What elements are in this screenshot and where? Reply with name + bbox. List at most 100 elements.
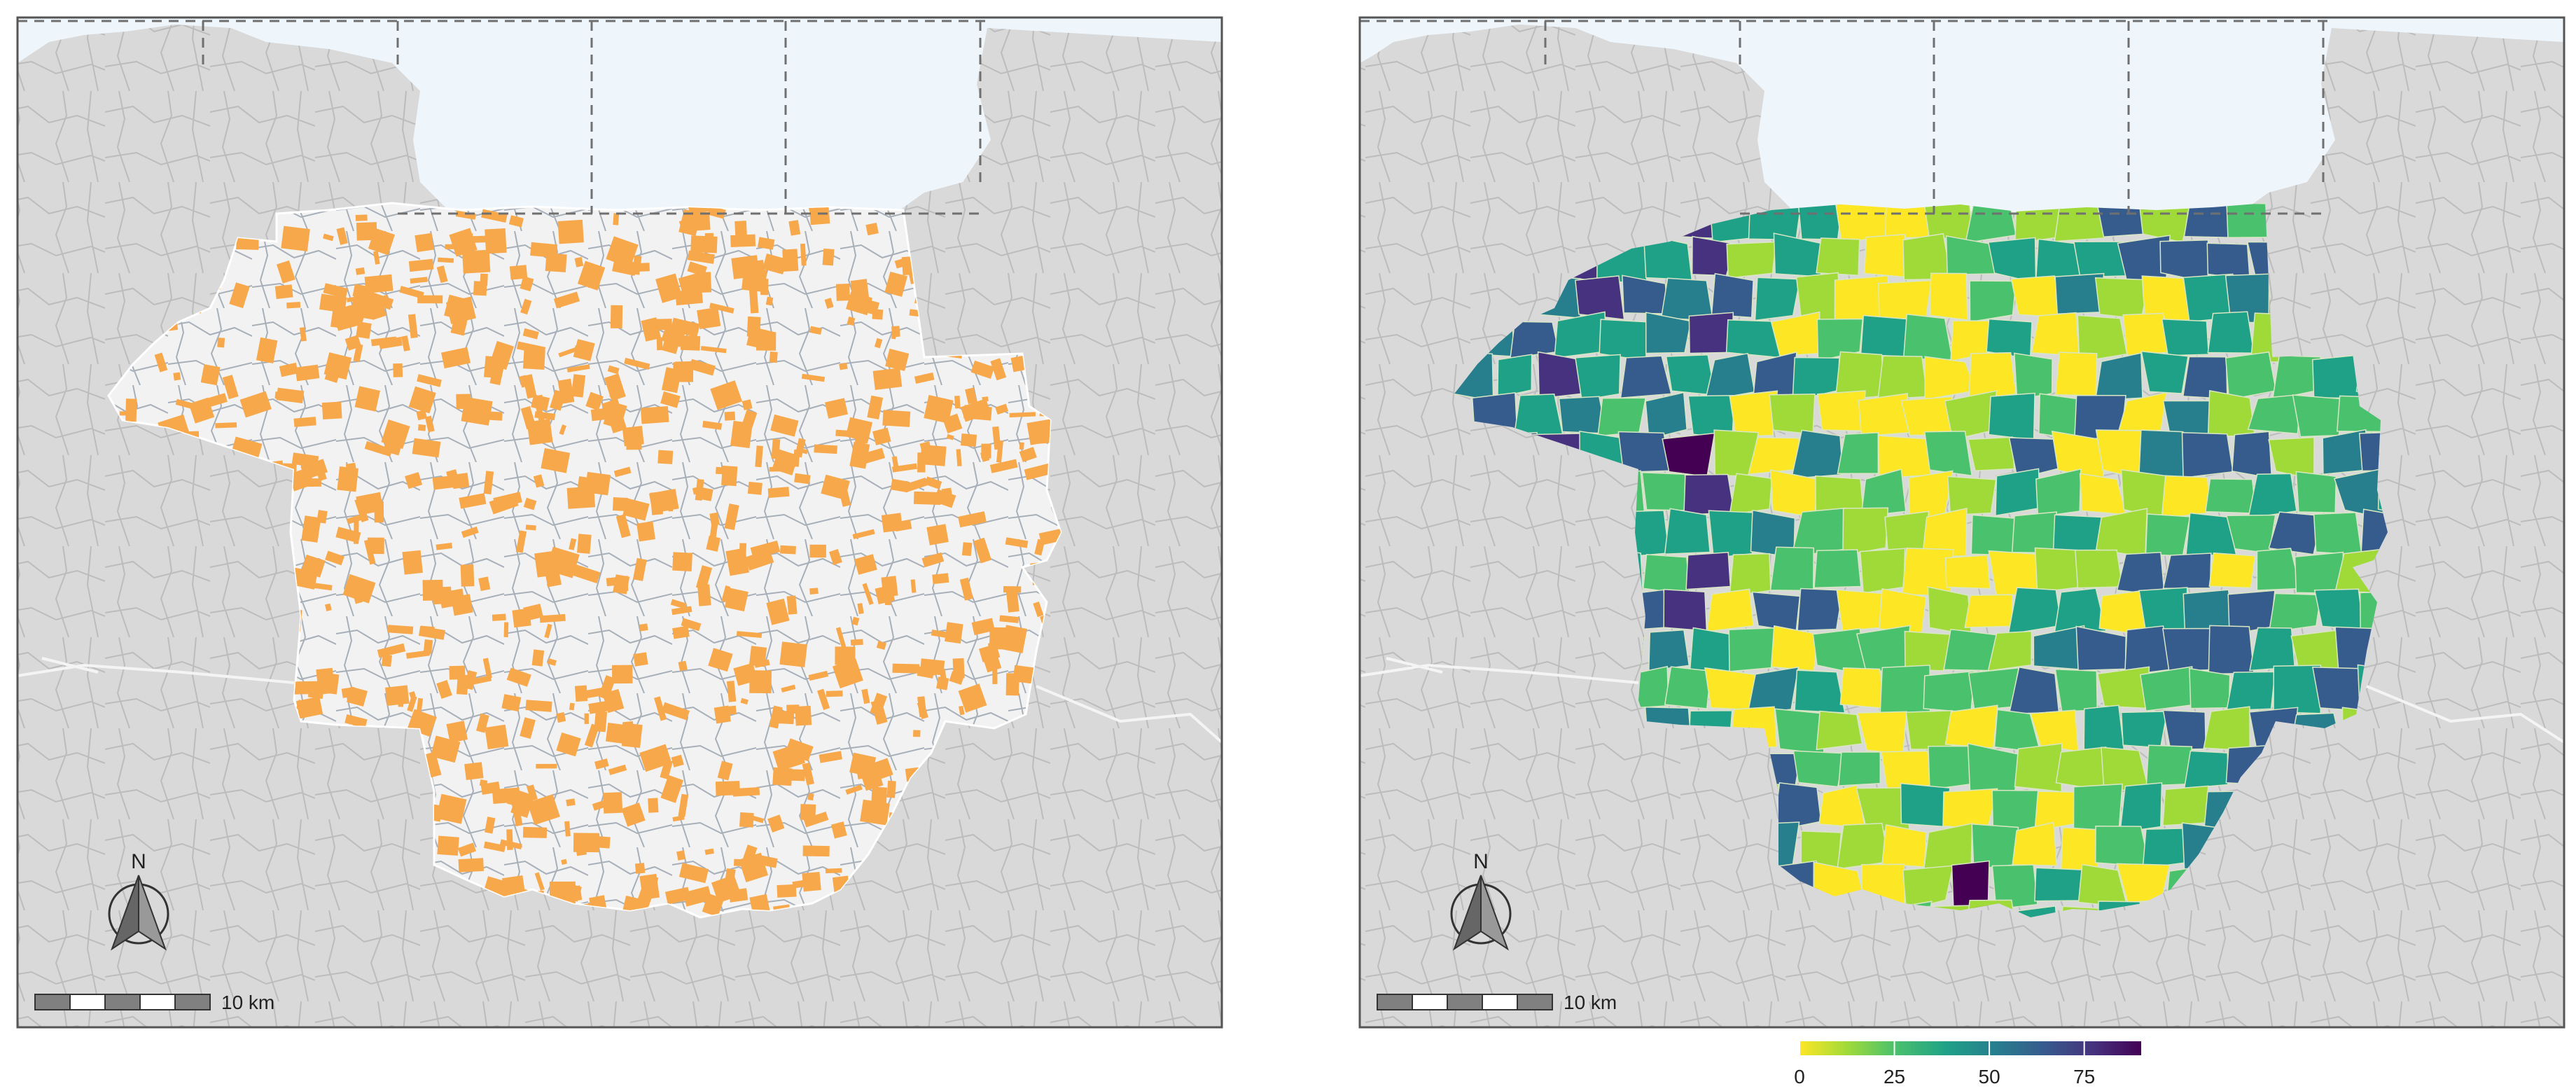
built-up-patch xyxy=(461,526,479,538)
built-up-patch xyxy=(884,599,891,606)
built-up-patch xyxy=(353,343,363,363)
built-up-patch xyxy=(885,348,910,371)
built-up-patch xyxy=(717,760,733,781)
built-up-patch xyxy=(678,793,689,817)
built-up-patch xyxy=(857,603,864,615)
choropleth-cell xyxy=(1856,625,1911,673)
built-up-patch xyxy=(739,543,746,556)
built-up-patch xyxy=(559,424,567,436)
built-up-patch xyxy=(574,685,588,702)
built-up-patch xyxy=(439,588,466,609)
built-up-patch xyxy=(432,475,458,490)
built-up-patch xyxy=(515,530,527,553)
built-up-patch xyxy=(688,217,697,224)
built-up-patch xyxy=(602,688,625,714)
built-up-patch xyxy=(794,473,811,485)
choropleth-cell xyxy=(1988,392,2035,441)
built-up-patch xyxy=(556,732,581,757)
built-up-patch xyxy=(520,298,532,315)
built-up-patch xyxy=(483,471,494,495)
north-arrow: N xyxy=(1450,850,1512,951)
built-up-patch xyxy=(747,481,763,495)
built-up-patch xyxy=(456,674,469,695)
built-up-patch xyxy=(483,841,506,852)
built-up-patch xyxy=(788,220,801,236)
built-up-patch xyxy=(924,395,954,424)
district-boundary xyxy=(1360,657,2564,744)
built-up-patch xyxy=(441,347,471,369)
built-up-patch xyxy=(229,282,250,309)
built-up-patch xyxy=(739,852,769,882)
built-up-patch xyxy=(436,265,448,284)
choropleth-cell xyxy=(1839,667,1886,709)
choropleth-cell xyxy=(1769,394,1816,435)
choropleth-cell xyxy=(2161,319,2210,356)
choropleth-cell xyxy=(1641,471,1692,511)
built-up-patch xyxy=(286,302,301,309)
built-up-patch xyxy=(802,872,821,892)
built-up-patch xyxy=(639,623,648,632)
built-up-patch xyxy=(409,690,416,698)
built-up-patch xyxy=(340,307,365,326)
built-up-patch xyxy=(739,812,754,828)
built-up-patch xyxy=(612,496,628,512)
choropleth-cell xyxy=(2139,666,2193,712)
built-up-patch xyxy=(971,618,995,636)
built-up-patch xyxy=(872,368,903,390)
built-up-patch xyxy=(509,265,528,280)
built-up-patch xyxy=(664,887,691,905)
built-up-patch xyxy=(795,705,812,726)
built-up-patch xyxy=(870,699,888,725)
choropleth-cell xyxy=(2010,275,2062,318)
built-up-patch xyxy=(634,863,646,874)
built-up-patch xyxy=(956,449,962,466)
built-up-patch xyxy=(356,492,384,515)
built-up-patch xyxy=(527,794,560,826)
built-up-patch xyxy=(683,886,712,907)
choropleth-cell xyxy=(1664,508,1711,555)
built-up-patch xyxy=(695,565,713,590)
built-up-patch xyxy=(378,337,403,349)
built-up-patch xyxy=(481,209,508,223)
built-up-patch xyxy=(301,515,321,543)
built-up-patch xyxy=(606,577,619,587)
built-up-patch xyxy=(671,754,684,767)
built-up-patch xyxy=(772,743,806,772)
built-up-patch xyxy=(913,730,921,737)
built-up-patch xyxy=(405,472,423,489)
built-up-patch xyxy=(809,588,819,595)
built-up-patch xyxy=(424,415,435,433)
built-up-patch xyxy=(512,608,531,628)
built-up-patch xyxy=(959,705,965,716)
built-up-patch xyxy=(534,872,545,891)
built-up-patch xyxy=(724,503,739,531)
built-up-patch xyxy=(825,398,849,419)
built-up-patch xyxy=(769,352,778,363)
built-up-patch xyxy=(582,278,600,291)
built-up-patch xyxy=(558,346,580,358)
built-up-patch xyxy=(408,314,418,339)
scale-label: 10 km xyxy=(1564,992,1617,1013)
built-up-patch xyxy=(1033,602,1044,618)
choropleth-cell xyxy=(1813,549,1862,589)
built-up-patch xyxy=(493,492,522,509)
built-up-patch xyxy=(779,545,796,555)
built-up-patch xyxy=(624,357,650,370)
built-up-patch xyxy=(961,542,973,557)
built-up-patch xyxy=(876,641,886,650)
built-up-patch xyxy=(702,420,723,430)
choropleth-cell xyxy=(1881,750,1933,790)
north-arrow-right-half xyxy=(1480,875,1509,951)
built-up-patch xyxy=(274,284,293,300)
choropleth-cell xyxy=(1991,864,2038,910)
choropleth-cell xyxy=(2054,352,2098,396)
choropleth-cell xyxy=(2120,711,2168,749)
built-up-patch xyxy=(845,417,873,442)
built-up-patch xyxy=(814,444,837,454)
choropleth-cell xyxy=(2313,512,2362,556)
choropleth-cell xyxy=(1645,312,1692,354)
built-up-patch xyxy=(721,585,731,603)
built-up-patch xyxy=(324,603,332,611)
built-up-patch xyxy=(865,223,879,236)
